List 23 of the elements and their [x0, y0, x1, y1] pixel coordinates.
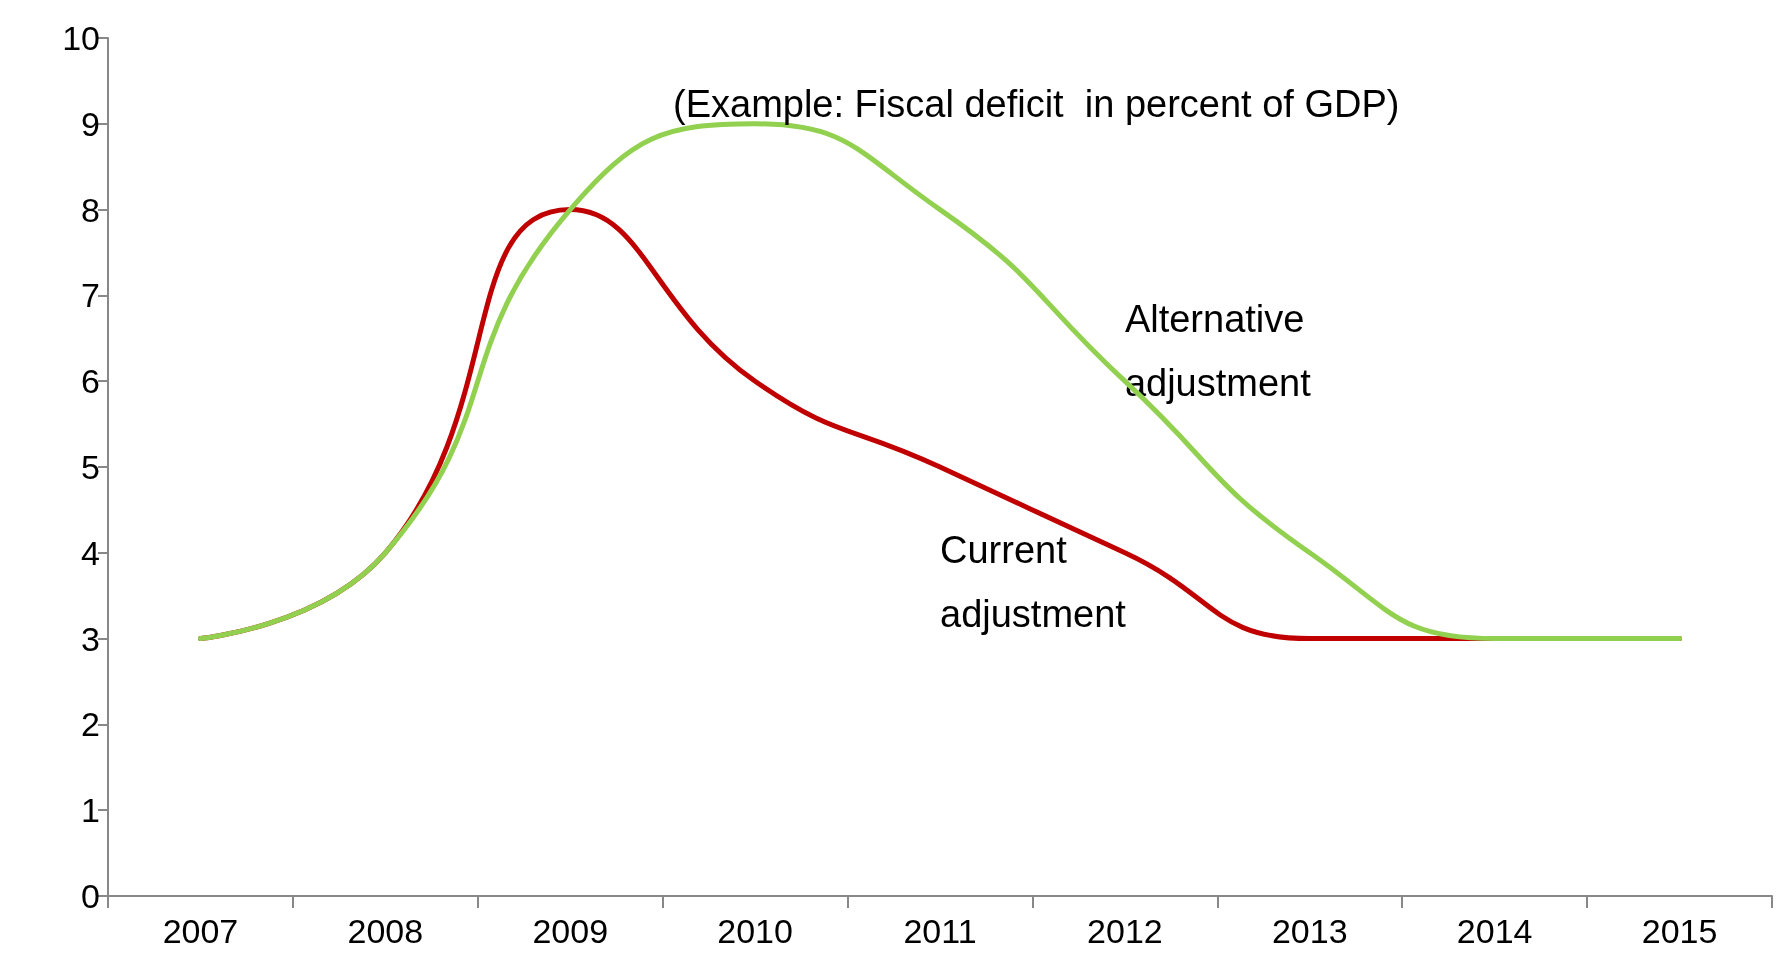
x-tick-label: 2009: [532, 912, 609, 950]
series-label: Current adjustment: [940, 529, 1127, 636]
y-tick-label: 10: [62, 19, 100, 57]
y-tick-label: 2: [81, 705, 100, 744]
y-tick-label: 6: [81, 362, 100, 401]
series-label: Alternative adjustment: [1124, 297, 1312, 404]
y-tick-label: 9: [81, 104, 100, 143]
x-tick-label: 2011: [903, 912, 977, 950]
x-tick-label: 2007: [162, 912, 239, 950]
x-tick-label: 2012: [1087, 912, 1163, 950]
x-tick-label: 2015: [1641, 912, 1718, 950]
y-tick-label: 0: [81, 877, 100, 915]
y-tick-label: 5: [81, 448, 100, 486]
x-tick-label: 2008: [347, 912, 424, 950]
y-tick-label: 8: [81, 190, 100, 229]
y-tick-label: 3: [81, 619, 100, 658]
y-tick-label: 1: [81, 791, 100, 830]
y-tick-label: 7: [81, 276, 100, 315]
x-tick-label: 2013: [1271, 912, 1348, 950]
x-tick-label: 2010: [717, 912, 793, 950]
text: (Example: Fiscal deficit in percent of GDP): [673, 83, 1400, 125]
x-tick-label: 2014: [1456, 912, 1533, 950]
y-tick-label: 4: [81, 533, 100, 572]
